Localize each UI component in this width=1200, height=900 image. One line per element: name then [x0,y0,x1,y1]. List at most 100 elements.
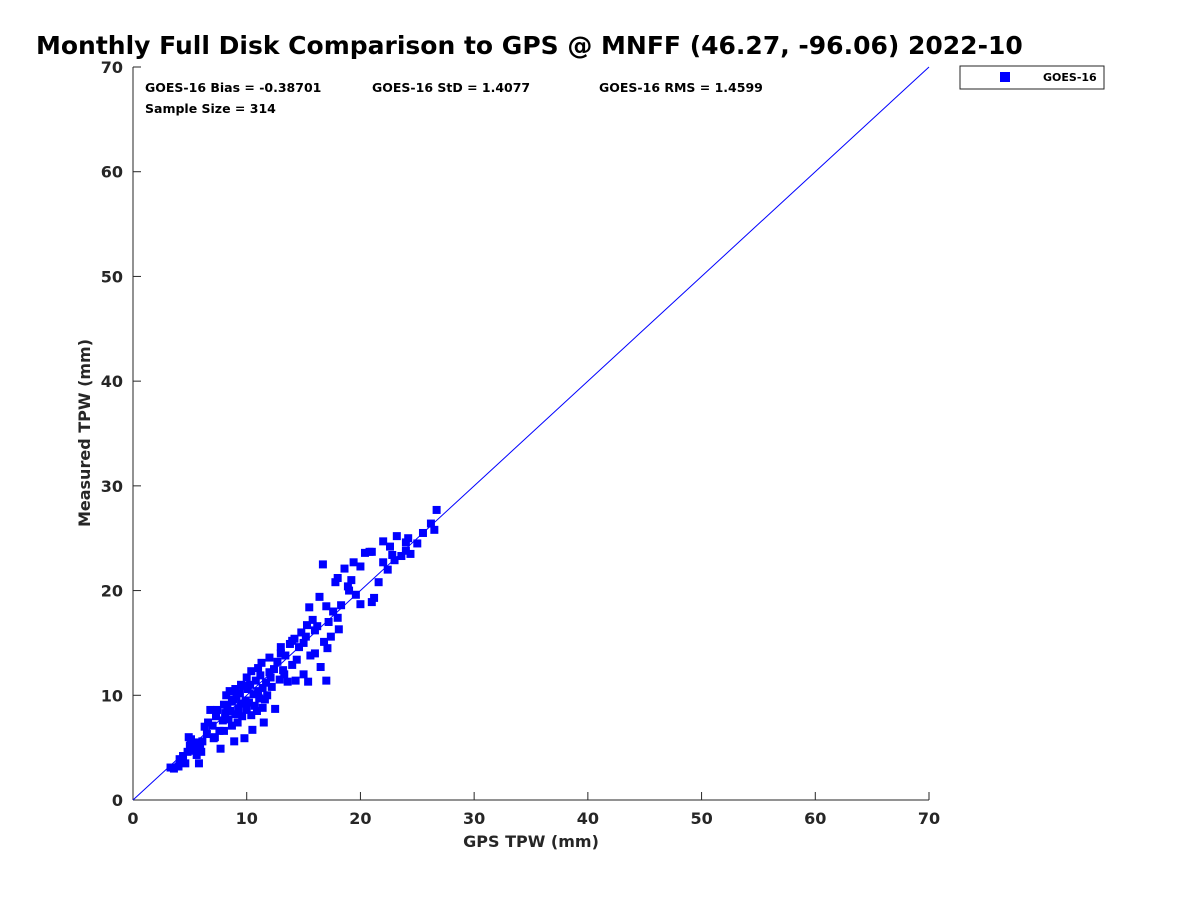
data-point [248,725,257,734]
data-point [315,592,324,601]
data-point [273,657,282,666]
y-tick-label: 70 [101,58,123,77]
data-point [385,542,394,551]
data-point [197,747,206,756]
x-tick-label: 70 [918,809,940,828]
data-point [221,709,230,718]
data-point [258,683,267,692]
data-point [240,734,249,743]
data-point [227,721,236,730]
data-point [306,651,315,660]
legend-box [959,65,1105,90]
data-point [263,691,272,700]
data-point [305,603,314,612]
data-point [260,695,269,704]
x-tick-label: 20 [349,809,371,828]
data-point [367,547,376,556]
data-point [231,685,240,694]
data-point [265,668,274,677]
data-point [322,602,331,611]
data-point [212,712,221,721]
data-point [331,578,340,587]
y-tick-label: 30 [101,477,123,496]
data-point [343,582,352,591]
data-point [279,666,288,675]
data-point [323,644,332,653]
data-point [322,676,331,685]
data-point [388,550,397,559]
chart-title: Monthly Full Disk Comparison to GPS @ MN… [36,31,1023,60]
data-point [234,704,243,713]
data-point [333,613,342,622]
data-point [254,664,263,673]
data-point [219,726,228,735]
data-point [370,593,379,602]
data-point [224,715,233,724]
data-point [252,706,261,715]
data-point [184,733,193,742]
data-point [258,703,267,712]
data-point [283,677,292,686]
data-point [310,649,319,658]
legend: GOES-16 [959,65,1105,90]
data-point [226,706,235,715]
data-point [185,741,194,750]
data-point [302,621,311,630]
data-point [401,546,410,555]
data-point [367,598,376,607]
data-point [345,586,354,595]
data-point [257,658,266,667]
y-tick-label: 50 [101,267,123,286]
x-tick-label: 0 [127,809,138,828]
data-point [169,764,178,773]
data-point [295,643,304,652]
data-point [397,552,406,561]
data-point [270,665,279,674]
one-to-one-reference-line [132,66,930,801]
data-point [430,525,439,534]
data-point [255,694,264,703]
data-point [194,759,203,768]
data-point [237,680,246,689]
y-tick-label: 40 [101,372,123,391]
data-point [418,528,427,537]
data-point [280,670,289,679]
data-point [413,539,422,548]
data-point [192,750,201,759]
data-point [175,755,184,764]
data-point [426,519,435,528]
x-tick-label: 40 [577,809,599,828]
data-point [320,637,329,646]
data-point [432,505,441,514]
data-point [242,673,251,682]
y-axis-ticks: 0 10 20 30 40 50 60 70 [101,58,141,810]
data-point [250,701,259,710]
data-point [219,700,228,709]
data-point [231,710,240,719]
data-point [340,564,349,573]
data-point [308,615,317,624]
data-point [204,718,213,727]
data-point [265,653,274,662]
data-point [216,744,225,753]
data-point [259,718,268,727]
data-point [337,601,346,610]
data-point [202,730,211,739]
data-point [235,689,244,698]
data-point [208,721,217,730]
data-point [281,651,290,660]
data-point [390,556,399,565]
bias-annotation: GOES-16 Bias = -0.38701 [145,80,321,95]
data-point [233,718,242,727]
data-point [304,677,313,686]
data-point [299,670,308,679]
data-point [244,698,253,707]
data-point [401,538,410,547]
data-point [247,667,256,676]
data-point [174,762,183,771]
data-point [324,617,333,626]
data-point [267,682,276,691]
data-point [301,632,310,641]
data-point [404,534,413,543]
data-point [292,655,301,664]
